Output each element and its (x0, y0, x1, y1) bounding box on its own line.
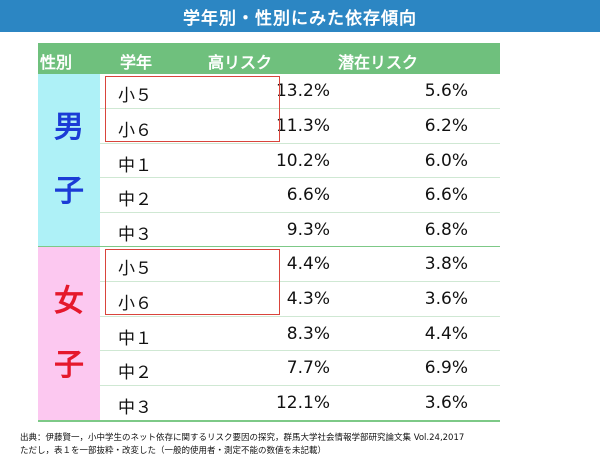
table-header: 性別 学年 高リスク 潜在リスク (38, 43, 500, 74)
latent-risk-cell: 6.6% (424, 185, 468, 206)
high-risk-cell: 6.6% (286, 185, 330, 206)
grade-cell: 小５ (118, 259, 152, 279)
grade-cell: 中２ (118, 363, 152, 384)
latent-risk-cell: 6.2% (424, 116, 468, 137)
highlight-box-male (105, 76, 280, 142)
grade-cell: 小６ (118, 294, 152, 315)
group-label-char: 女 (54, 283, 84, 319)
source-footer: 出典：伊藤賢一，小中学生のネット依存に関するリスク要因の探究，群馬大学社会情報学… (20, 432, 464, 458)
high-risk-cell: 4.4% (286, 254, 330, 274)
table-row: 小５ 4.4% 3.8% (100, 247, 500, 281)
page-title: 学年別・性別にみた依存傾向 (183, 8, 417, 29)
table-row: 中３ 12.1% 3.6% (100, 384, 500, 419)
latent-risk-cell: 6.0% (424, 150, 468, 171)
grade-cell: 中１ (118, 155, 152, 176)
group-female: 女 子 小５ 4.4% 3.8% 小６ 4.3% 3.6% 中１ 8.3% 4.… (38, 246, 500, 420)
high-risk-cell: 8.3% (286, 323, 330, 344)
grade-cell: 小６ (118, 121, 152, 142)
latent-risk-cell: 3.6% (424, 289, 468, 310)
group-label-char: 子 (54, 347, 84, 383)
high-risk-cell: 13.2% (275, 81, 330, 101)
table-row: 中１ 10.2% 6.0% (100, 142, 500, 177)
header-gender: 性別 (40, 53, 73, 72)
table-row: 中２ 6.6% 6.6% (100, 177, 500, 211)
footer-citation: 出典：伊藤賢一，小中学生のネット依存に関するリスク要因の探究，群馬大学社会情報学… (20, 433, 465, 443)
high-risk-cell: 11.3% (275, 116, 330, 137)
latent-risk-cell: 4.4% (424, 323, 468, 344)
title-banner: 学年別・性別にみた依存傾向 (0, 0, 600, 32)
group-label-char: 子 (54, 174, 84, 209)
table-row: 中２ 7.7% 6.9% (100, 350, 500, 384)
group-label-char: 男 (54, 110, 84, 145)
high-risk-cell: 10.2% (275, 150, 330, 171)
table-row: 中１ 8.3% 4.4% (100, 315, 500, 350)
footer-note: ただし，表１を一部抜粋・改変した（一般的使用者・測定不能の数値を未記載） (20, 446, 327, 456)
high-risk-cell: 7.7% (286, 358, 330, 379)
table-row: 小６ 11.3% 6.2% (100, 108, 500, 142)
grade-cell: 小５ (118, 86, 152, 106)
group-label-male: 男 子 (38, 74, 100, 246)
header-high-risk: 高リスク (208, 53, 273, 72)
latent-risk-cell: 6.9% (424, 358, 468, 379)
grade-cell: 中１ (118, 328, 152, 349)
latent-risk-cell: 3.6% (424, 392, 468, 413)
highlight-box-female (105, 249, 280, 315)
grade-cell: 中３ (118, 224, 152, 245)
high-risk-cell: 4.3% (286, 289, 330, 310)
latent-risk-cell: 5.6% (424, 81, 468, 101)
table-bottom-rule (38, 420, 500, 422)
table-row: 小５ 13.2% 5.6% (100, 74, 500, 108)
high-risk-cell: 9.3% (286, 219, 330, 240)
table-row: 中３ 9.3% 6.8% (100, 211, 500, 246)
table-row: 小６ 4.3% 3.6% (100, 281, 500, 315)
latent-risk-cell: 6.8% (424, 219, 468, 240)
header-latent-risk: 潜在リスク (338, 53, 419, 72)
group-male: 男 子 小５ 13.2% 5.6% 小６ 11.3% 6.2% 中１ 10.2%… (38, 74, 500, 246)
group-label-female: 女 子 (38, 247, 100, 420)
latent-risk-cell: 3.8% (424, 254, 468, 274)
grade-cell: 中２ (118, 190, 152, 211)
header-grade: 学年 (120, 53, 153, 72)
high-risk-cell: 12.1% (275, 392, 330, 413)
grade-cell: 中３ (118, 397, 152, 418)
